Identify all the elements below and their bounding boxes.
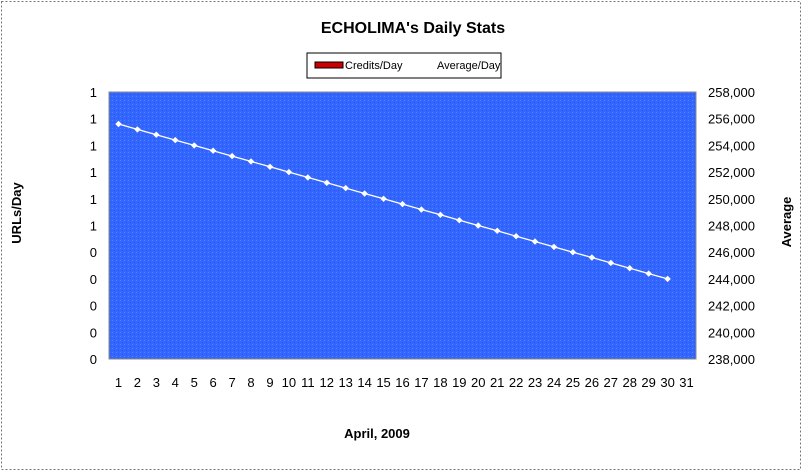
y-left-tick-label: 1 [90,192,97,207]
y-right-tick-label: 244,000 [708,272,755,287]
x-tick-label: 22 [509,375,523,390]
x-tick-label: 26 [585,375,599,390]
y-right-tick-label: 246,000 [708,245,755,260]
x-tick-label: 4 [172,375,179,390]
chart-title: ECHOLIMA's Daily Stats [321,20,505,37]
x-tick-label: 13 [338,375,352,390]
data-point-average [664,275,671,283]
data-point-average [531,238,539,245]
x-tick-label: 10 [282,375,296,390]
y-left-tick-label: 1 [90,165,97,180]
x-tick-label: 12 [320,375,334,390]
data-point-average [304,174,311,181]
data-point-average [380,195,387,202]
data-point-average [228,152,236,160]
x-tick-label: 21 [490,375,504,390]
data-point-average [569,249,577,256]
y-left-tick-label: 0 [90,325,97,340]
x-tick-label: 20 [471,375,485,390]
data-point-average [626,265,633,272]
y-right-tick-label: 256,000 [708,112,755,127]
x-tick-label: 8 [247,375,254,390]
data-point-average [418,206,425,213]
data-point-average [247,158,255,165]
y-left-tick-label: 1 [90,138,97,153]
y-left-tick-label: 1 [90,219,97,234]
y-right-tick-label: 254,000 [708,138,755,153]
x-tick-labels: 1 2 3 4 5 6 7 8 9 10 11 12 13 14 15 16 17 18 19 20 21 22 23 24 2… [115,375,694,390]
x-tick-label: 6 [210,375,217,390]
legend-label-credits: Credits/Day [345,60,403,72]
y-right-tick-label: 258,000 [708,85,755,100]
data-point-average [266,163,274,170]
x-tick-label: 24 [547,375,561,390]
x-tick-label: 2 [134,375,141,390]
x-tick-label: 19 [452,375,466,390]
y-left-tick-label: 1 [90,85,97,100]
x-tick-label: 29 [641,375,655,390]
x-tick-label: 25 [566,375,580,390]
x-tick-label: 17 [414,375,428,390]
x-tick-label: 3 [153,375,160,390]
y-left-tick-label: 0 [90,352,97,367]
data-point-average [607,259,614,267]
y-left-tick-label: 0 [90,299,97,314]
x-tick-label: 30 [660,375,674,390]
data-point-average [494,227,501,234]
legend: Credits/Day Average/Day [306,52,502,79]
y-left-tick-labels: 0 0 0 0 0 1 1 1 1 1 1 [90,85,97,367]
data-point-average [437,211,444,218]
series-line-average [118,123,668,280]
series-layer [115,120,671,283]
data-point-average [115,120,122,128]
x-tick-label: 5 [191,375,198,390]
data-point-average [512,233,520,240]
y-right-tick-labels: 238,000 240,000 242,000 244,000 246,000 248,0… [708,85,755,367]
x-tick-label: 15 [376,375,390,390]
x-tick-label: 7 [228,375,235,390]
y-left-axis-title: URLs/Day [9,182,24,244]
plot-area [108,91,697,360]
data-point-average [588,254,596,261]
y-right-tick-label: 250,000 [708,192,755,207]
x-tick-label: 14 [357,375,371,390]
data-point-average [399,200,406,208]
x-axis-title: April, 2009 [344,426,410,441]
x-tick-label: 31 [679,375,693,390]
x-tick-label: 27 [604,375,618,390]
y-right-tick-label: 248,000 [708,219,755,234]
data-point-average [550,243,558,251]
data-point-average [456,217,463,224]
data-point-average [323,179,330,186]
data-point-average [475,222,482,229]
y-left-tick-label: 1 [90,112,97,127]
x-tick-label: 28 [622,375,636,390]
y-left-tick-label: 0 [90,272,97,287]
y-right-axis-title: Average [779,197,794,248]
y-right-tick-label: 238,000 [708,352,755,367]
x-tick-label: 16 [395,375,409,390]
y-left-tick-label: 0 [90,245,97,260]
data-point-average [342,184,349,192]
data-point-average [285,168,293,176]
y-right-tick-label: 252,000 [708,165,755,180]
legend-label-average: Average/Day [437,60,501,72]
x-tick-label: 18 [433,375,447,390]
x-tick-label: 11 [301,375,315,390]
data-point-average [153,131,160,138]
data-point-average [134,126,141,133]
data-point-average [191,142,198,149]
data-point-average [209,147,217,154]
y-right-tick-label: 242,000 [708,299,755,314]
data-point-average [172,136,179,144]
x-tick-label: 1 [115,375,122,390]
x-tick-label: 23 [528,375,542,390]
legend-swatch-credits [314,61,344,69]
x-tick-label: 9 [266,375,273,390]
data-point-average [361,190,368,197]
y-right-tick-label: 240,000 [708,325,755,340]
data-point-average [645,270,652,277]
